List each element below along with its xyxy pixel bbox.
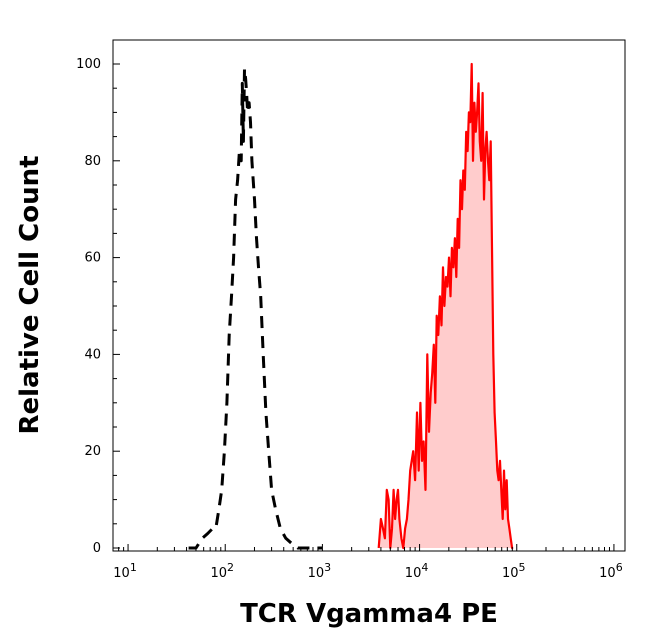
x-axis-ticks: 101 102 103 104 105 106 <box>112 544 623 581</box>
plot-content <box>188 62 514 550</box>
x-axis-title: TCR Vgamma4 PE <box>240 599 498 629</box>
y-axis-ticks: 0 20 40 60 80 100 <box>76 57 120 556</box>
y-tick-label: 20 <box>84 444 101 459</box>
y-tick-label: 80 <box>84 154 101 169</box>
y-tick-label: 0 <box>93 541 101 556</box>
x-tick-label: 101 <box>113 561 137 581</box>
x-tick-label: 106 <box>599 561 623 581</box>
plot-frame <box>112 39 626 552</box>
series-1-area <box>378 64 514 548</box>
y-tick-label: 40 <box>84 347 101 362</box>
y-tick-label: 60 <box>84 251 101 266</box>
series-1-line <box>377 62 514 550</box>
x-tick-label: 104 <box>405 561 429 581</box>
y-tick-label: 100 <box>76 57 101 72</box>
series-0-line <box>188 67 323 550</box>
x-tick-label: 105 <box>502 561 526 581</box>
x-tick-label: 102 <box>210 561 234 581</box>
x-tick-label: 103 <box>308 561 332 581</box>
y-axis-title: Relative Cell Count <box>15 155 45 434</box>
